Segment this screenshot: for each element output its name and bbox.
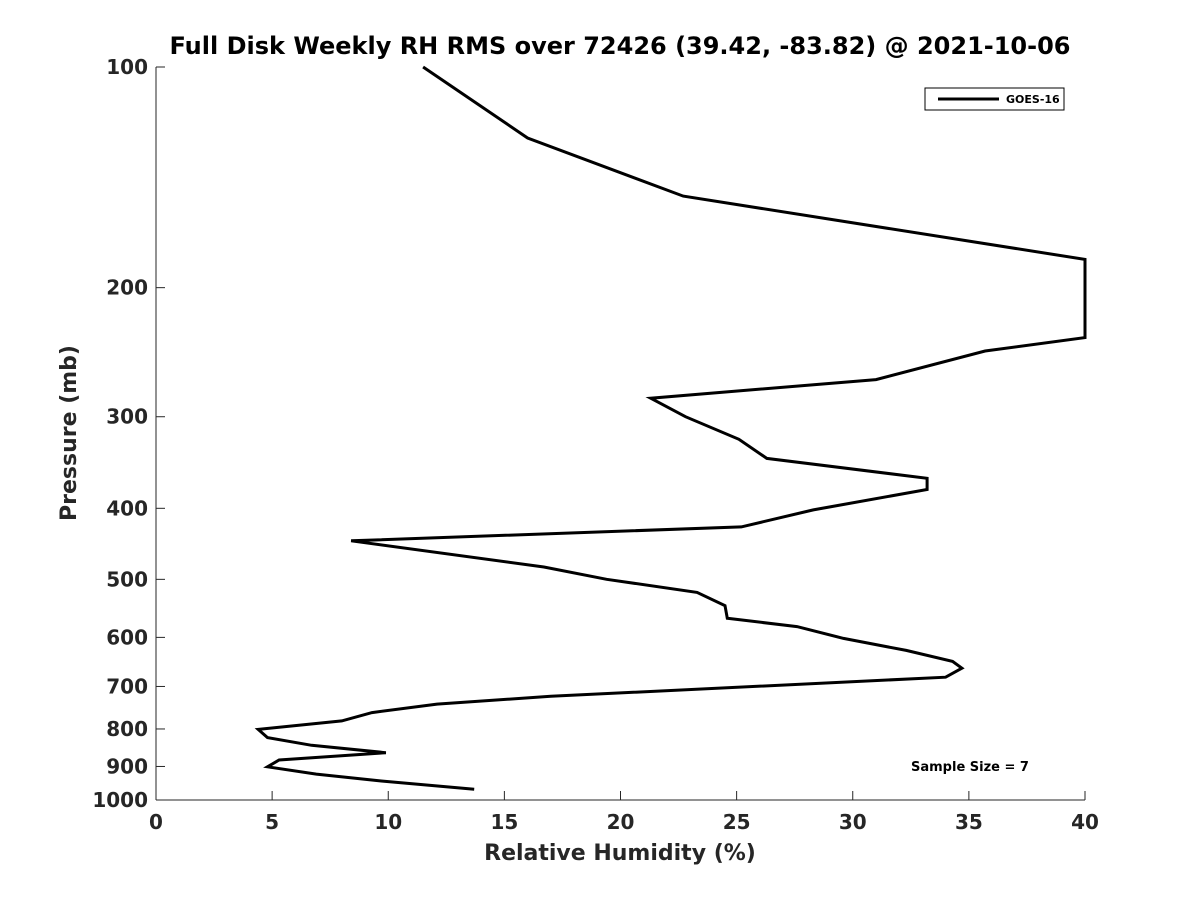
x-tick-label: 30 xyxy=(839,810,867,834)
y-tick-label: 700 xyxy=(106,674,148,698)
y-axis-label: Pressure (mb) xyxy=(57,345,82,521)
x-tick-label: 10 xyxy=(374,810,402,834)
sample-size-annotation: Sample Size = 7 xyxy=(911,760,1029,775)
x-tick-label: 0 xyxy=(149,810,163,834)
x-tick-label: 35 xyxy=(955,810,983,834)
y-tick-label: 200 xyxy=(106,276,148,300)
y-tick-label: 800 xyxy=(106,717,148,741)
chart-title: Full Disk Weekly RH RMS over 72426 (39.4… xyxy=(169,32,1070,60)
x-tick-label: 20 xyxy=(607,810,635,834)
y-tick-label: 600 xyxy=(106,625,148,649)
x-tick-label: 25 xyxy=(723,810,751,834)
x-axis-label: Relative Humidity (%) xyxy=(484,841,756,866)
y-tick-label: 100 xyxy=(106,55,148,79)
x-tick-label: 40 xyxy=(1071,810,1099,834)
y-tick-label: 1000 xyxy=(92,788,148,812)
legend-label: GOES-16 xyxy=(1006,93,1060,106)
series-line-goes-16 xyxy=(254,65,1087,791)
y-tick-label: 500 xyxy=(106,567,148,591)
y-tick-label: 900 xyxy=(106,754,148,778)
plot-area: 0 5 10 15 20 25 30 35 40 100 200 300 400 500 600 700 800… xyxy=(92,55,1099,834)
y-tick-label: 300 xyxy=(106,405,148,429)
x-tick-label: 5 xyxy=(265,810,279,834)
x-tick-label: 15 xyxy=(490,810,518,834)
legend: GOES-16 xyxy=(924,87,1065,111)
y-tick-label: 400 xyxy=(106,496,148,520)
